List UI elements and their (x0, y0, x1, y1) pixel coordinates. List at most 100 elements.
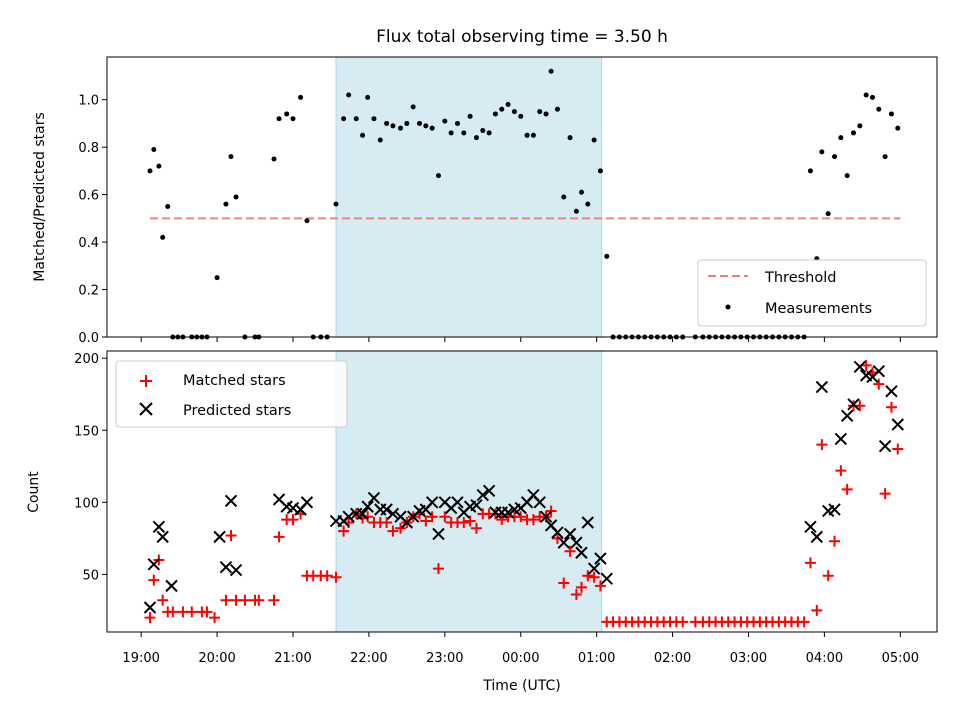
data-point (273, 531, 285, 543)
data-point (464, 515, 476, 527)
data-point (271, 156, 277, 162)
data-point (594, 580, 606, 592)
data-point (847, 398, 860, 411)
x-tick-label: 04:00 (806, 651, 843, 666)
ratio-legend-frame (697, 259, 927, 327)
axes-frame (106, 56, 938, 338)
data-point (869, 94, 875, 100)
data-point (838, 135, 844, 141)
data-point (850, 130, 856, 136)
data-point (470, 522, 482, 534)
x-tick-label: 22:00 (350, 651, 387, 666)
threshold-legend-label: Threshold (764, 270, 836, 286)
x-tick-label: 21:00 (274, 651, 311, 666)
ratio-y-axis-label: Matched/Predicted stars (32, 112, 48, 282)
data-point (828, 503, 841, 516)
data-point (496, 514, 508, 526)
data-point (473, 135, 479, 141)
data-point (229, 563, 243, 577)
count-legend: Matched stars Predicted stars (115, 360, 348, 428)
data-point (486, 130, 492, 136)
data-point (458, 516, 470, 528)
data-point (160, 234, 166, 240)
data-point (505, 101, 511, 107)
data-point (186, 606, 198, 618)
x-tick-label: 00:00 (502, 651, 539, 666)
data-point (835, 465, 847, 477)
data-point (387, 525, 399, 537)
data-point (209, 612, 221, 624)
data-point (604, 253, 610, 259)
data-point (677, 616, 689, 628)
data-point (587, 562, 601, 575)
y-tick-label: 0.2 (78, 284, 99, 299)
data-point (892, 443, 904, 455)
y-tick-label: 1.0 (78, 94, 99, 109)
data-point (537, 109, 543, 115)
data-point (410, 104, 416, 110)
data-point (239, 594, 251, 606)
data-point (371, 116, 377, 122)
data-point (575, 546, 588, 559)
data-point (454, 120, 460, 126)
data-point (825, 211, 831, 217)
data-point (561, 194, 567, 200)
data-point (367, 491, 381, 505)
data-point (290, 116, 296, 122)
data-point (567, 135, 573, 141)
data-point (811, 604, 823, 616)
data-point (225, 529, 237, 541)
data-point (822, 570, 834, 582)
data-point (470, 498, 483, 512)
data-point (841, 483, 853, 495)
data-point (551, 532, 563, 544)
data-point (554, 106, 560, 112)
data-point (404, 120, 410, 126)
data-point (425, 496, 439, 509)
data-point (558, 577, 570, 589)
data-point (798, 616, 810, 628)
data-point (581, 516, 595, 529)
data-point (219, 560, 233, 574)
chart-title: Flux total observing time = 3.50 h (376, 27, 668, 47)
data-point (853, 360, 867, 374)
data-point (287, 514, 299, 526)
data-point (829, 535, 841, 547)
data-point (527, 514, 539, 526)
data-point (448, 130, 454, 136)
data-point (298, 94, 304, 100)
y-tick-label: 0.8 (78, 141, 99, 156)
data-point (816, 439, 828, 451)
data-point (214, 275, 220, 281)
data-point (804, 557, 816, 569)
data-point (360, 132, 366, 138)
data-point (804, 520, 817, 534)
y-tick-label: 50 (82, 568, 99, 583)
data-point (575, 581, 587, 593)
data-point (395, 522, 407, 534)
data-point (442, 118, 448, 124)
data-point (501, 506, 515, 519)
data-point (819, 149, 825, 155)
data-point (224, 494, 238, 508)
data-point (840, 409, 854, 423)
observing-window-span (335, 350, 603, 633)
data-point (594, 552, 607, 565)
y-tick-label: 0.0 (78, 331, 99, 346)
data-point (144, 612, 156, 624)
data-point (570, 589, 582, 601)
data-point (533, 496, 546, 509)
data-point (380, 503, 393, 516)
data-point (885, 385, 898, 398)
data-point (165, 203, 171, 209)
data-point (578, 189, 584, 195)
data-point (338, 525, 350, 537)
data-point (353, 116, 359, 122)
data-point (321, 570, 333, 582)
data-point (551, 526, 564, 539)
data-point (857, 123, 863, 129)
data-point (570, 536, 583, 549)
measurements-legend-swatch (725, 304, 731, 310)
data-point (147, 558, 161, 571)
